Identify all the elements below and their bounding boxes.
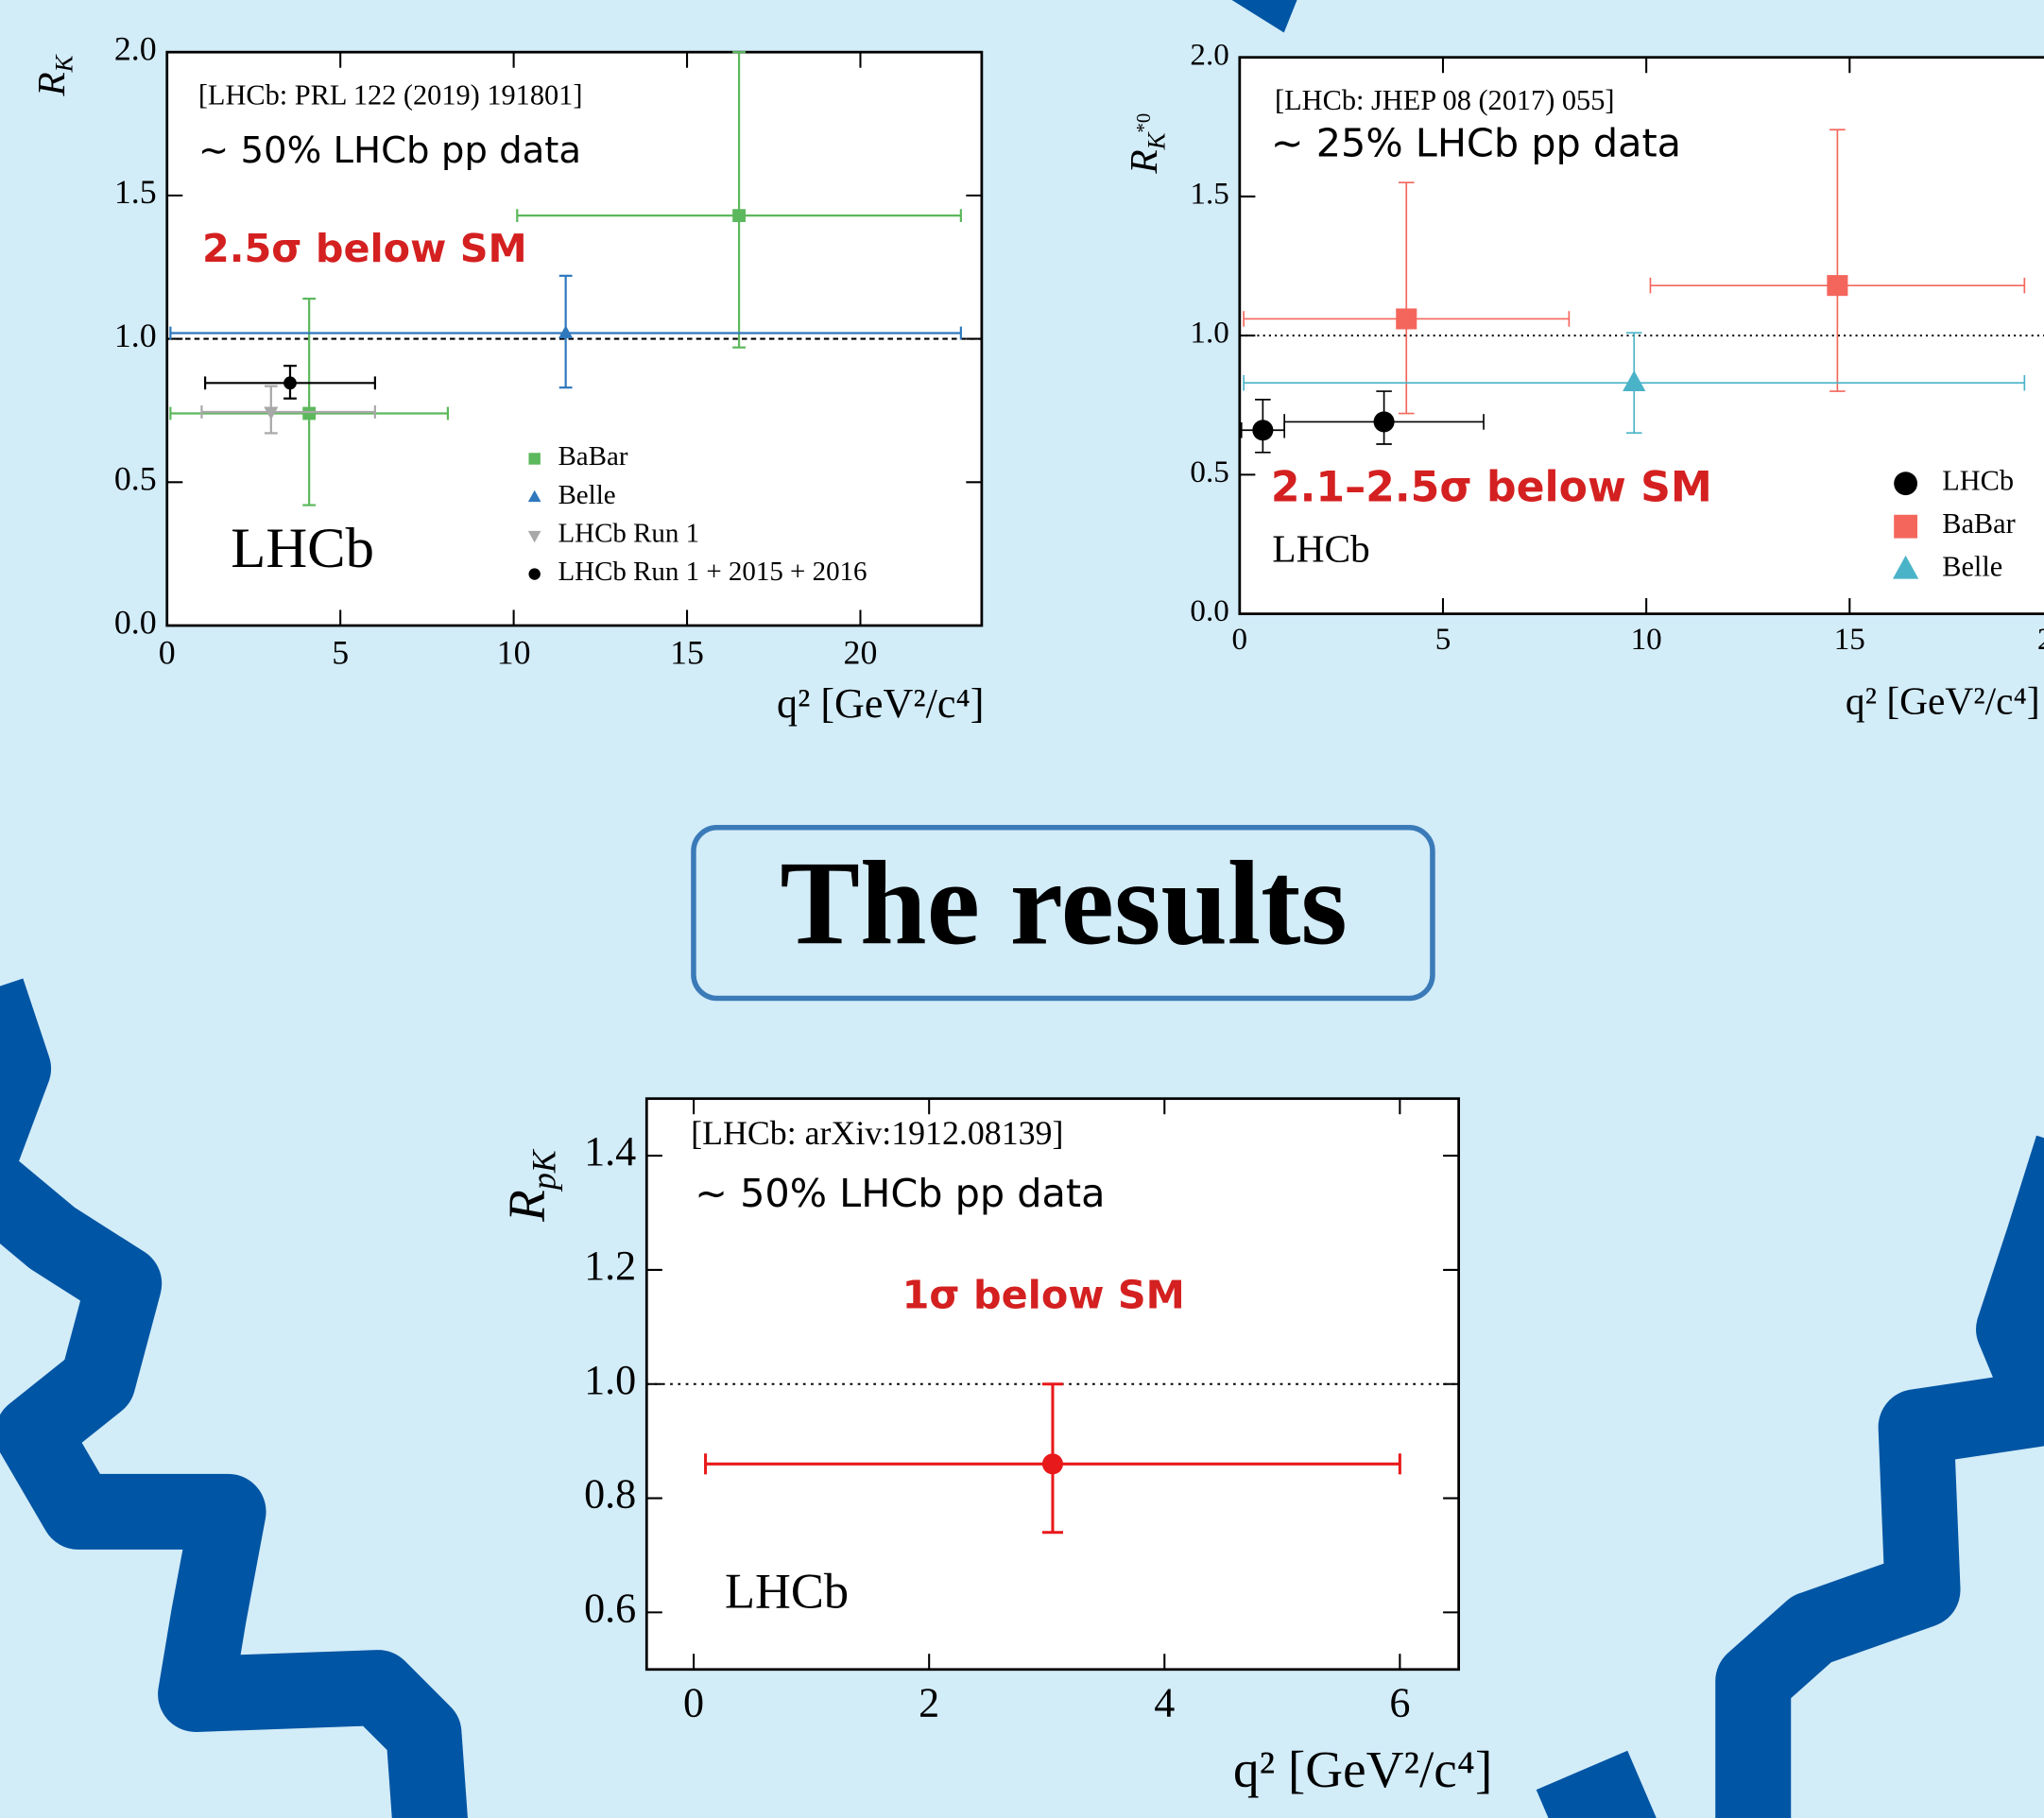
y-tick-label: 2.0	[1190, 38, 1228, 72]
x-tick-label: 4	[1154, 1680, 1175, 1726]
annotation: ∼ 50% LHCb pp data	[198, 129, 581, 172]
marker	[302, 407, 316, 420]
y-tick-label: 1.4	[584, 1128, 636, 1175]
y-tick-label: 0.0	[1190, 594, 1228, 628]
annotation: LHCb	[725, 1565, 849, 1620]
legend-label: BaBar	[558, 441, 628, 472]
y-axis-label: RK	[29, 53, 78, 96]
y-tick-label: 1.2	[584, 1243, 636, 1289]
x-tick-label: 5	[332, 634, 349, 672]
x-tick-label: 0	[1232, 623, 1248, 657]
legend-label: LHCb Run 1	[558, 518, 700, 548]
annotation: [LHCb: PRL 122 (2019) 191801]	[198, 78, 583, 111]
marker	[1252, 420, 1273, 440]
legend-label: LHCb Run 1 + 2015 + 2016	[558, 557, 867, 587]
x-tick-label: 10	[1631, 623, 1662, 657]
chart: 0.0 0.5 1.0 1.5 2.0 0 5 10 15 20 q² [GeV²/c⁴] RK [LH…	[29, 29, 985, 727]
y-axis-label: RK*0	[1121, 113, 1170, 175]
y-axis-label-main: R	[498, 1190, 556, 1223]
legend-label: BaBar	[1942, 507, 2015, 540]
x-tick-label: 15	[670, 634, 704, 672]
marker	[283, 376, 297, 389]
legend-label: LHCb	[1942, 465, 2014, 497]
y-tick-label: 0.8	[584, 1471, 636, 1518]
x-tick-label: 0	[159, 634, 176, 672]
y-tick-label: 1.0	[1190, 317, 1228, 351]
y-tick-label: 0.5	[114, 460, 157, 498]
y-tick-label: 1.5	[114, 173, 157, 211]
y-tick-label: 1.0	[114, 317, 157, 354]
chart: 0.0 0.5 1.0 1.5 2.0 0 5 10 15 20 q² [GeV²/c⁴] RK*0 […	[1121, 38, 2044, 722]
annotation: ∼ 50% LHCb pp data	[695, 1171, 1105, 1216]
wave-bottom	[1551, 1786, 1642, 1818]
y-axis-label-main: R	[29, 72, 73, 96]
y-axis-label-sub: pK	[525, 1148, 563, 1192]
marker	[1042, 1453, 1063, 1474]
x-axis-label: q² [GeV²/c⁴]	[777, 680, 984, 727]
legend-marker	[1894, 515, 1917, 539]
y-tick-label: 0.0	[114, 603, 157, 641]
x-tick-label: 20	[844, 634, 878, 672]
wave-left	[0, 990, 430, 1818]
y-axis-label-main: R	[1121, 149, 1164, 174]
y-axis-label-sub: K	[1142, 130, 1170, 150]
legend-marker	[528, 568, 540, 579]
marker	[732, 209, 746, 222]
wave-top	[1232, 0, 1297, 32]
y-axis-label-sup: *0	[1134, 113, 1155, 133]
x-tick-label: 20	[2037, 623, 2044, 657]
x-tick-label: 15	[1834, 623, 1865, 657]
legend-marker	[1894, 472, 1917, 495]
annotation: [LHCb: arXiv:1912.08139]	[691, 1114, 1063, 1152]
annotation: 2.5σ below SM	[202, 226, 527, 271]
annotation: [LHCb: JHEP 08 (2017) 055]	[1275, 84, 1614, 116]
annotation: LHCb	[231, 517, 374, 580]
y-axis-label-sub: K	[50, 53, 78, 73]
x-tick-label: 10	[497, 634, 531, 672]
x-tick-label: 2	[919, 1680, 939, 1726]
x-tick-label: 5	[1435, 623, 1451, 657]
legend-label: Belle	[1942, 551, 2002, 583]
legend-marker	[528, 453, 540, 464]
x-tick-label: 6	[1389, 1680, 1410, 1726]
page: The results 0.00.51.01.52.005101520q² [G…	[0, 0, 2044, 1818]
x-axis-label: q² [GeV²/c⁴]	[1846, 679, 2040, 723]
y-axis-label: RpK	[498, 1148, 563, 1223]
marker	[1396, 308, 1417, 329]
y-tick-label: 0.6	[584, 1585, 636, 1631]
slide: The results 0.00.51.01.52.005101520q² [G…	[0, 0, 2044, 1818]
y-tick-label: 1.0	[584, 1357, 636, 1403]
wave-right	[1753, 1147, 2044, 1818]
chart: 0.6 0.8 1.0 1.2 1.4 0 2 4 6 q² [GeV²/c⁴] RpK [LHCb:…	[498, 1099, 1493, 1798]
annotation: 1σ below SM	[902, 1273, 1185, 1318]
y-tick-label: 2.0	[114, 29, 157, 67]
y-tick-label: 1.5	[1190, 178, 1228, 212]
heading: The results	[780, 838, 1347, 970]
y-tick-label: 0.5	[1190, 455, 1228, 489]
x-axis-label: q² [GeV²/c⁴]	[1233, 1741, 1492, 1798]
annotation: ∼ 25% LHCb pp data	[1271, 120, 1681, 165]
legend-label: Belle	[558, 480, 616, 510]
marker	[1374, 411, 1395, 432]
annotation: 2.1–2.5σ below SM	[1271, 464, 1712, 512]
marker	[1827, 275, 1847, 296]
x-tick-label: 0	[683, 1680, 704, 1726]
annotation: LHCb	[1272, 526, 1369, 570]
